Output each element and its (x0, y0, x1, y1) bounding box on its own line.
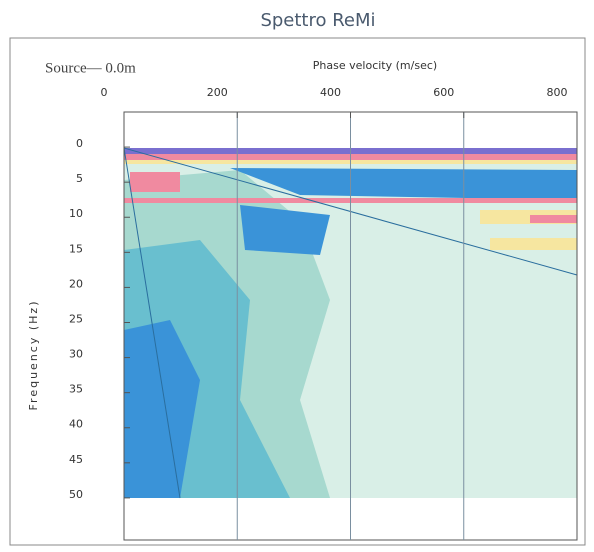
y-tick-label: 10 (69, 207, 83, 220)
spectrum-region (230, 168, 577, 200)
x-tick-label: 600 (433, 86, 454, 99)
y-tick-label: 45 (69, 453, 83, 466)
chart-title: Spettro ReMi (260, 10, 375, 31)
y-tick-label: 50 (69, 488, 83, 501)
y-tick-label: 20 (69, 277, 83, 290)
y-axis-label: Frequency (Hz) (27, 300, 40, 411)
annotation: Source— 0.0m (45, 60, 136, 76)
y-tick-label: 0 (76, 137, 83, 150)
x-tick-label: 200 (207, 86, 228, 99)
spectrum-region (124, 320, 200, 498)
spectrum-band (490, 238, 577, 250)
spectrum-band (530, 215, 577, 223)
y-tick-label: 15 (69, 242, 83, 255)
y-tick-label: 40 (69, 418, 83, 431)
x-tick-label: 400 (320, 86, 341, 99)
y-tick-label: 30 (69, 348, 83, 361)
x-axis-label: Phase velocity (m/sec) (313, 59, 437, 72)
x-tick-label: 0 (101, 86, 108, 99)
frame (9, 37, 586, 546)
y-tick-label: 25 (69, 312, 83, 325)
x-tick-label: 800 (547, 86, 568, 99)
y-tick-label: 35 (69, 383, 83, 396)
spectrum-region (240, 205, 330, 255)
spectrum-band (130, 172, 180, 192)
fit-line (123, 147, 181, 499)
y-tick-label: 5 (76, 172, 83, 185)
